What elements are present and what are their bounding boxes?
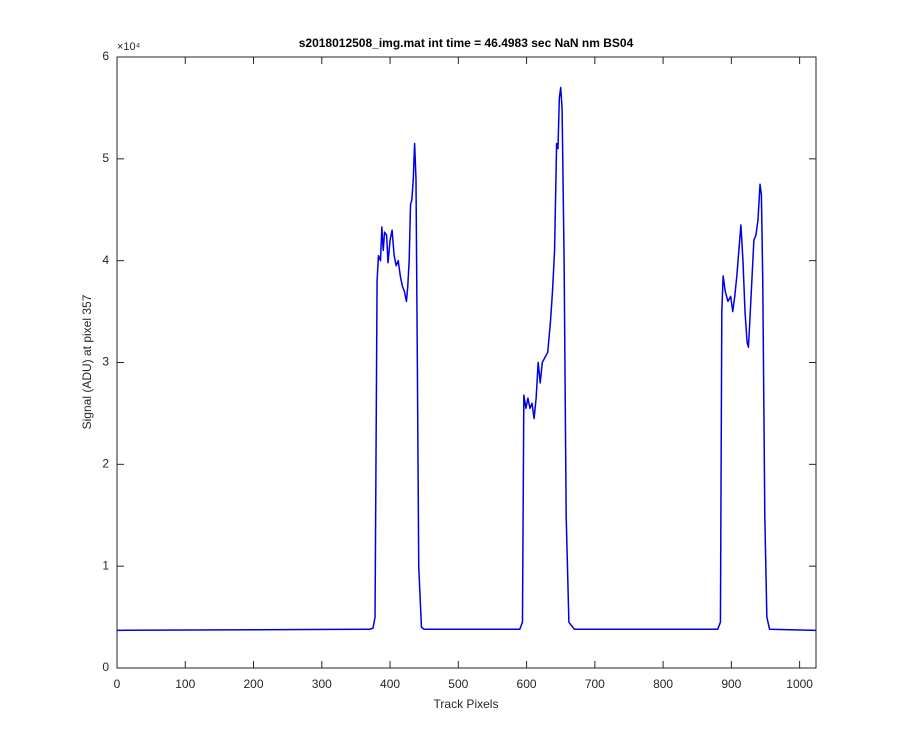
x-tick-label: 1000	[786, 677, 813, 691]
y-axis-label: Signal (ADU) at pixel 357	[80, 294, 94, 429]
x-tick-label: 600	[517, 677, 537, 691]
x-tick-label: 200	[244, 677, 264, 691]
y-tick-label: 3	[102, 355, 109, 369]
y-tick-label: 5	[102, 151, 109, 165]
y-tick-label: 2	[102, 457, 109, 471]
y-tick-label: 0	[102, 660, 109, 674]
chart-title: s2018012508_img.mat int time = 46.4983 s…	[299, 36, 634, 50]
y-exponent-label: ×10⁴	[117, 41, 141, 53]
x-tick-label: 700	[585, 677, 605, 691]
x-axis-label: Track Pixels	[434, 697, 499, 711]
data-line	[116, 86, 817, 632]
y-tick-label: 1	[102, 558, 109, 572]
x-tick-label: 900	[721, 677, 741, 691]
x-tick-label: 400	[380, 677, 400, 691]
x-tick-label: 500	[448, 677, 468, 691]
x-tick-label: 0	[114, 677, 121, 691]
y-tick-label: 6	[102, 49, 109, 63]
x-tick-label: 100	[175, 677, 195, 691]
y-tick-label: 4	[102, 253, 109, 267]
x-tick-label: 800	[653, 677, 673, 691]
x-tick-label: 300	[312, 677, 332, 691]
